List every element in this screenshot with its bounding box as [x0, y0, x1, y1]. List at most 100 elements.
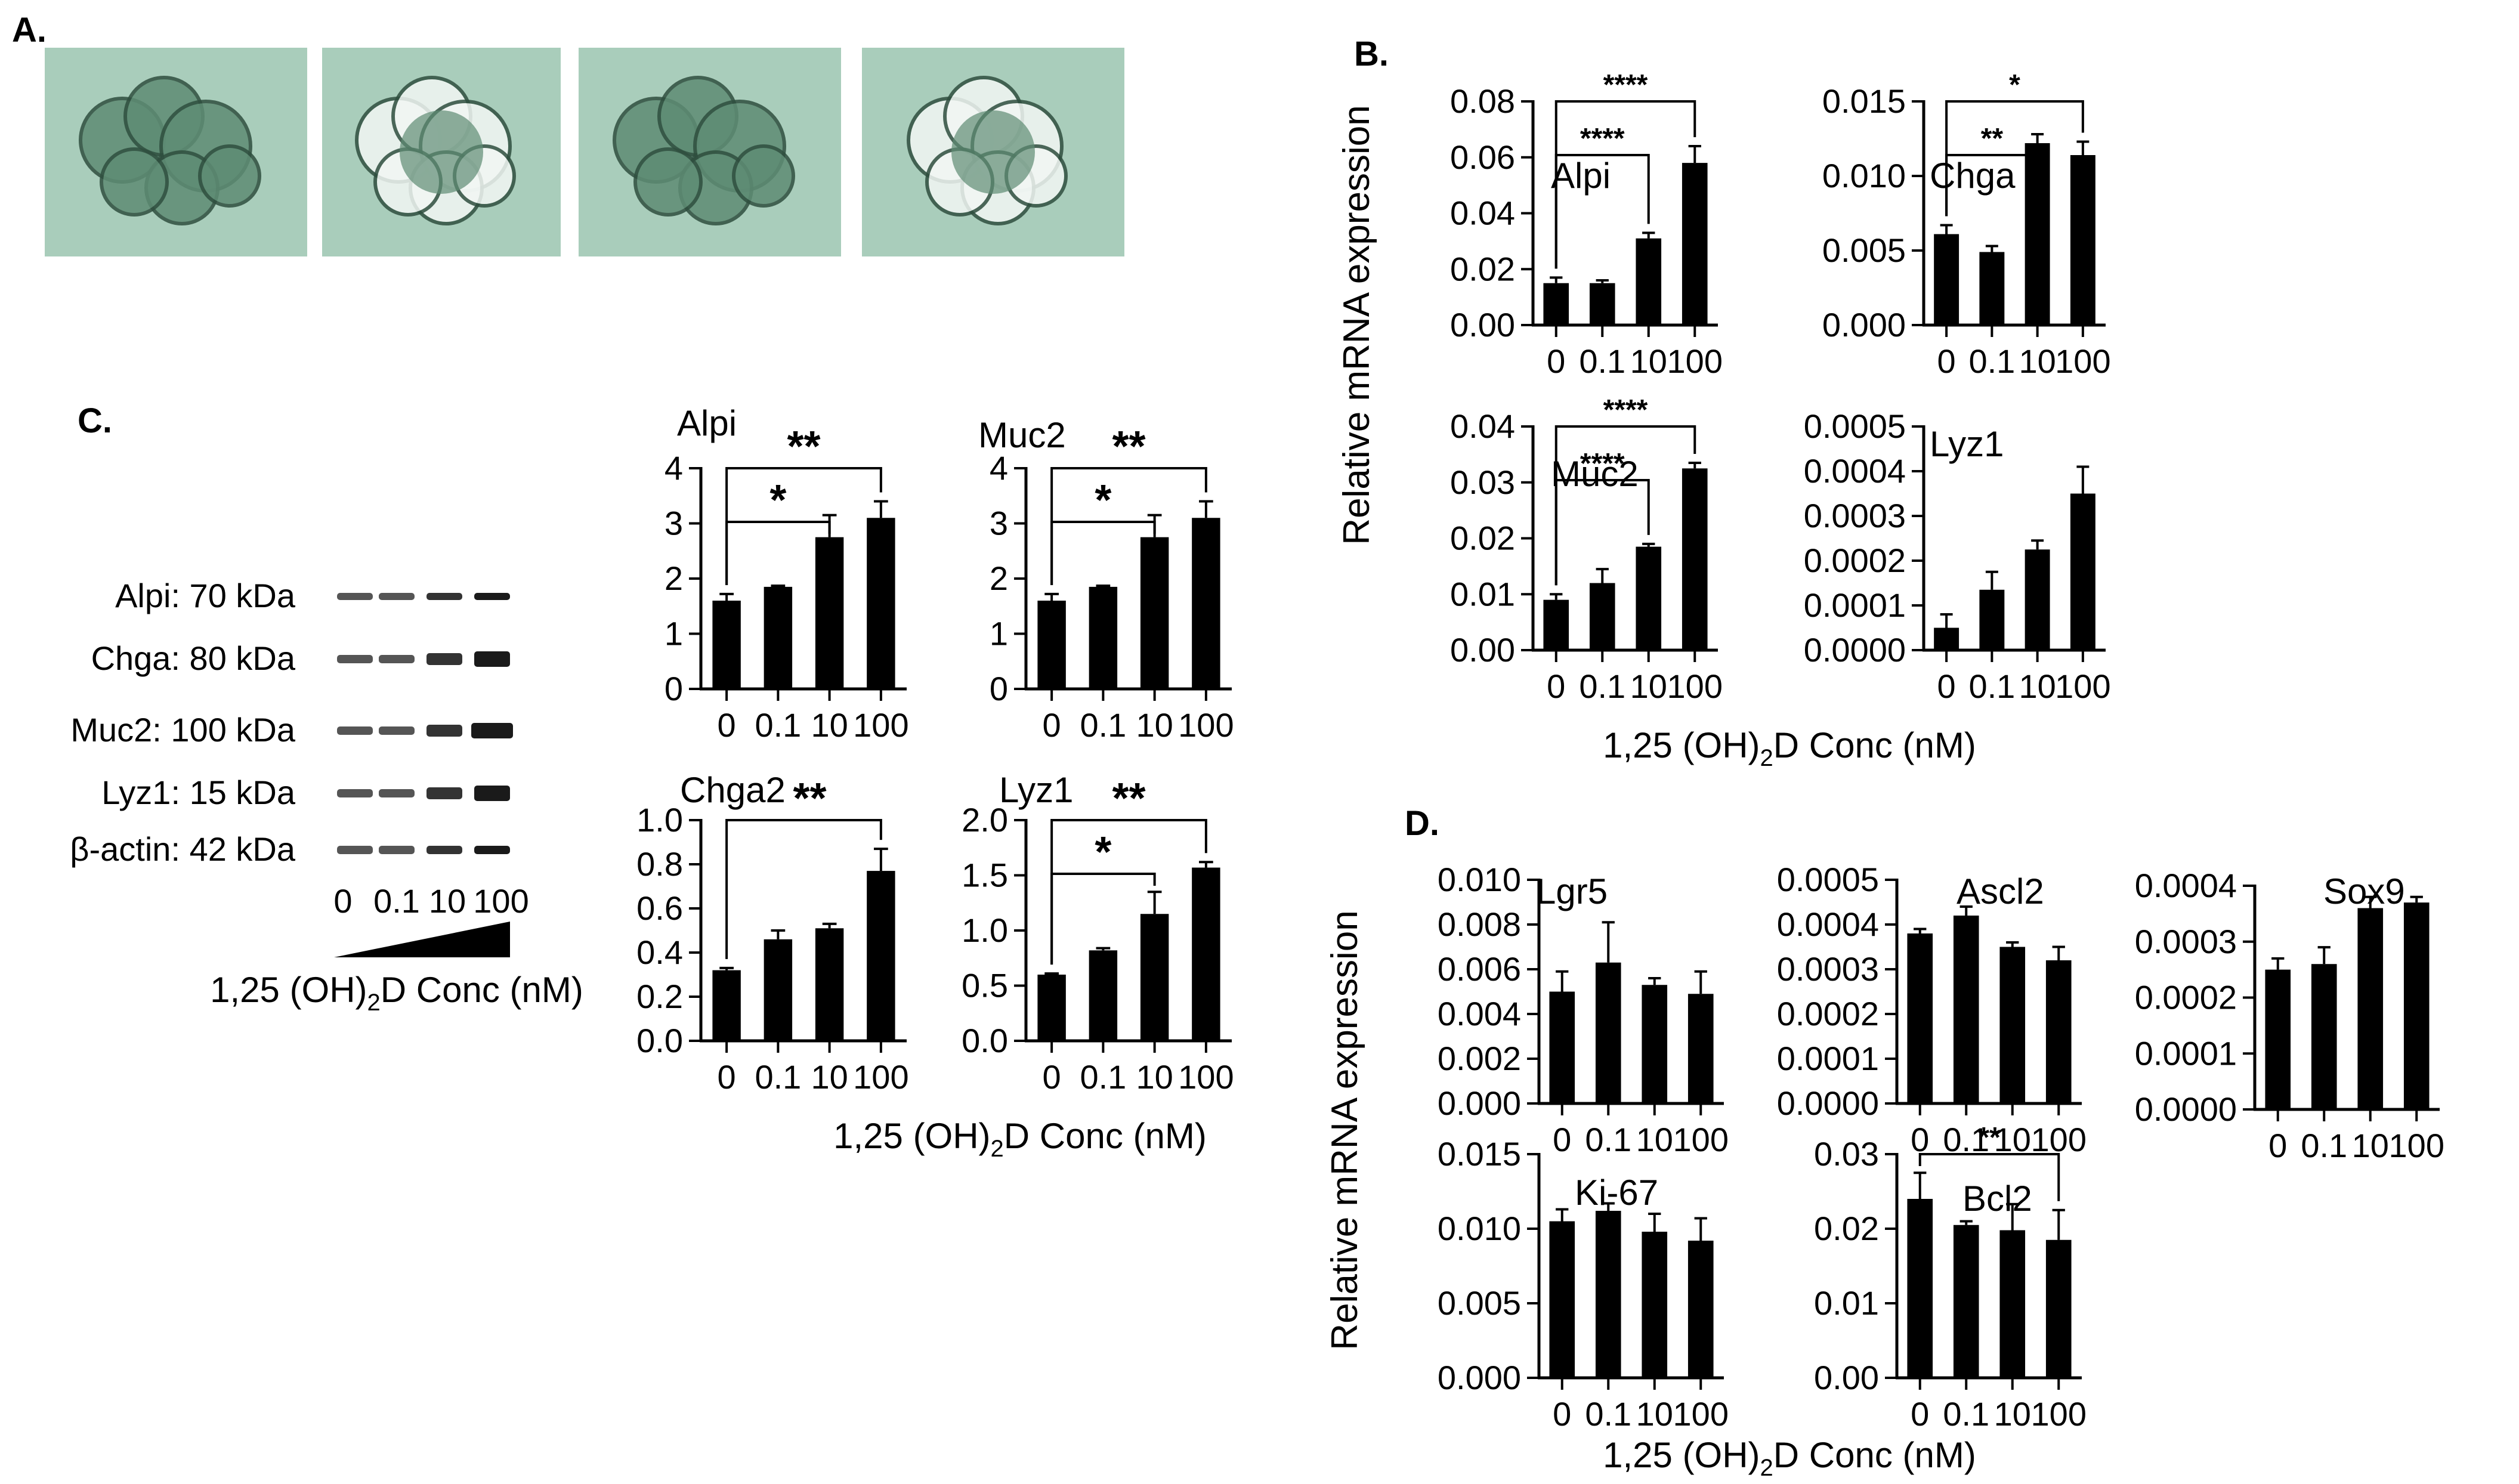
y-tick-label: 0.04 [1450, 194, 1515, 232]
y-tick-label: 0.01 [1450, 575, 1515, 613]
bar [1089, 586, 1118, 689]
blot-label: Lyz1: 15 kDa [101, 774, 296, 811]
chart-d-ascl2: 0.0000 0.0001 0.0002 0.0003 0.0004 0.0005 0 0.1… [1777, 861, 2087, 1158]
y-tick-label: 4 [664, 449, 683, 487]
significance-label: **** [1580, 448, 1625, 480]
x-tick-label: 0 [718, 706, 736, 744]
chart-d-sox9: 0.0000 0.0001 0.0002 0.0003 0.0004 0 0.1 10 100 S… [2135, 867, 2444, 1164]
bar [1192, 518, 1220, 689]
x-tick-label: 100 [1178, 706, 1234, 744]
bar [1037, 975, 1066, 1041]
bar [2070, 155, 2095, 325]
x-tick-label: 0 [1911, 1121, 1929, 1158]
significance-label: **** [1580, 123, 1625, 154]
y-tick-label: 0.8 [636, 845, 683, 883]
x-axis-label-c-blot: 1,25 (OH)2D Conc (nM) [210, 970, 583, 1016]
gene-label: Muc2 [978, 415, 1066, 455]
x-tick-label: 100 [2031, 1121, 2087, 1158]
y-tick-label: 4 [990, 449, 1008, 487]
significance-label: ** [1112, 775, 1145, 823]
chart-d-ki67: 0.000 0.005 0.010 0.015 0 0.1 10 100 Ki-67 [1438, 1135, 1729, 1433]
bar-charts: 0.000.020.040.060.080 0.1 10 100Alpi*******… [636, 69, 2444, 1433]
x-tick-label: 100 [2055, 667, 2110, 705]
bar [1636, 546, 1662, 650]
gene-label: Lgr5 [1536, 871, 1608, 911]
x-tick-label: 10 [1994, 1121, 2031, 1158]
x-tick-label: 10 [1636, 1395, 1673, 1433]
y-tick-label: 0.03 [1814, 1135, 1879, 1173]
significance-label: * [769, 477, 786, 524]
y-tick-label: 0.002 [1438, 1040, 1521, 1077]
bar [712, 601, 741, 689]
significance-bracket [1918, 1153, 2060, 1201]
x-tick-label: 100 [2055, 342, 2110, 380]
x-tick-label: 0.1 [1080, 1058, 1126, 1096]
y-tick-label: 0.00 [1450, 306, 1515, 344]
significance-label: ** [1112, 423, 1145, 471]
x-tick-label: 0.1 [755, 1058, 801, 1096]
blot-band [426, 653, 462, 665]
y-tick-label: 3 [664, 505, 683, 542]
x-tick-label: 0 [2268, 1127, 2287, 1164]
x-axis-label-b: 1,25 (OH)2D Conc (nM) [1603, 725, 1976, 771]
panel-label-a: A. [12, 11, 47, 50]
concentration-wedge [334, 922, 510, 957]
organoid-micrograph [579, 48, 841, 256]
bar [1687, 994, 1714, 1103]
x-tick-label: 0 [1937, 667, 1956, 705]
bar [2265, 969, 2291, 1109]
bar [1595, 1211, 1621, 1378]
x-tick-label: 0 [1911, 1395, 1929, 1433]
panel-label-c: C. [78, 401, 112, 440]
blot-band [379, 726, 415, 735]
significance-bracket [1554, 154, 1650, 269]
y-tick-label: 0.008 [1438, 905, 1521, 943]
x-tick-label: 100 [1667, 342, 1723, 380]
bar [1140, 537, 1169, 689]
gene-label: Sox9 [2323, 871, 2405, 911]
panel-label-d: D. [1405, 804, 1439, 843]
y-tick-label: 0.0005 [1804, 407, 1906, 445]
y-tick-label: 0.000 [1438, 1084, 1521, 1122]
y-tick-label: 0.04 [1450, 407, 1515, 445]
y-tick-label: 0.0003 [1804, 497, 1906, 534]
x-tick-label: 0.1 [1585, 1395, 1631, 1433]
gene-label: Alpi [1551, 156, 1611, 196]
gene-label: Ki-67 [1575, 1173, 1658, 1213]
blot-band [426, 593, 462, 600]
bar [1636, 238, 1662, 325]
y-tick-label: 0.2 [636, 978, 683, 1015]
bar [867, 518, 895, 689]
y-tick-label: 0.0001 [1804, 586, 1906, 624]
y-axis-label-b: Relative mRNA expression [1336, 105, 1377, 545]
blot-band [426, 725, 462, 737]
bar [815, 928, 844, 1041]
y-tick-label: 0.000 [1822, 306, 1906, 344]
y-tick-label: 0.4 [636, 933, 683, 971]
chart-c-chga2: 0.0 0.2 0.4 0.6 0.8 1.0 0 0.1 10 100 Chga2 ** [636, 770, 908, 1096]
x-tick-label: 0.1 [1080, 706, 1126, 744]
bar [2070, 493, 2095, 650]
x-tick-label: 10 [2352, 1127, 2389, 1164]
y-tick-label: 0.006 [1438, 950, 1521, 988]
x-tick-label: 0 [1547, 667, 1565, 705]
blot-band [337, 655, 373, 663]
gene-label: Ascl2 [1957, 871, 2044, 911]
x-tick-label: 100 [1178, 1058, 1234, 1096]
bar [815, 537, 844, 689]
y-tick-label: 0.0001 [1777, 1040, 1879, 1077]
y-tick-label: 1.5 [962, 857, 1008, 894]
significance-bracket [1945, 154, 2039, 217]
y-tick-label: 0.005 [1438, 1284, 1521, 1322]
panel-label-b: B. [1354, 35, 1389, 73]
x-tick-label: 0 [1553, 1121, 1571, 1158]
x-tick-label: 10 [2019, 667, 2056, 705]
x-tick-label: 0 [1547, 342, 1565, 380]
y-tick-label: 0.000 [1438, 1359, 1521, 1396]
bar [2403, 902, 2430, 1109]
significance-bracket [1554, 479, 1650, 586]
bar [1589, 583, 1615, 650]
bar [1979, 252, 2005, 325]
x-tick-label: 0 [718, 1058, 736, 1096]
